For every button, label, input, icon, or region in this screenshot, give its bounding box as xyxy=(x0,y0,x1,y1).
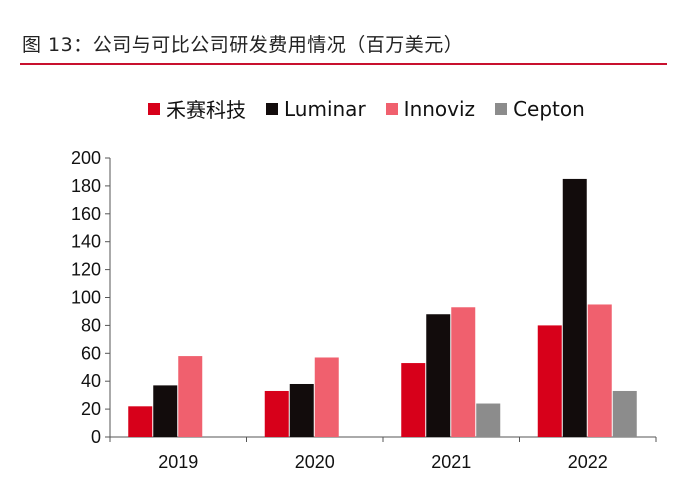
chart-title: 图 13：公司与可比公司研发费用情况（百万美元） xyxy=(22,34,464,56)
y-tick-label: 120 xyxy=(71,260,101,280)
y-tick-label: 180 xyxy=(71,176,101,196)
y-tick-label: 160 xyxy=(71,204,101,224)
title-divider xyxy=(20,63,667,65)
y-tick-label: 40 xyxy=(81,371,101,391)
legend-swatch-innoviz xyxy=(385,102,398,115)
legend-item-innoviz: Innoviz xyxy=(385,96,476,121)
legend-label-luminar: Luminar xyxy=(284,96,366,121)
y-tick-label: 80 xyxy=(81,315,101,335)
bar-Luminar-2021 xyxy=(426,314,451,437)
x-tick-label: 2019 xyxy=(158,452,198,472)
legend-label-cepton: Cepton xyxy=(513,96,585,121)
bar-Innoviz-2021 xyxy=(451,307,476,437)
bar-Luminar-2020 xyxy=(289,383,314,437)
legend: 禾赛科技 Luminar Innoviz Cepton xyxy=(148,94,605,123)
bar-Cepton-2021 xyxy=(476,403,501,437)
legend-label-hesai: 禾赛科技 xyxy=(166,98,246,122)
legend-item-cepton: Cepton xyxy=(495,97,585,121)
y-tick-label: 100 xyxy=(71,288,101,308)
x-tick-label: 2020 xyxy=(295,452,335,472)
legend-item-hesai: 禾赛科技 xyxy=(148,94,246,123)
x-tick-label: 2021 xyxy=(431,452,471,472)
legend-item-luminar: Luminar xyxy=(266,97,366,121)
bar-Luminar-2022 xyxy=(562,178,587,438)
x-tick-label: 2022 xyxy=(568,452,608,472)
bar-Luminar-2019 xyxy=(153,385,178,437)
legend-label-innoviz: Innoviz xyxy=(403,96,476,121)
bar-禾赛科技-2019 xyxy=(128,406,153,437)
bar-Cepton-2022 xyxy=(612,390,637,437)
y-tick-label: 60 xyxy=(81,343,101,363)
y-tick-label: 140 xyxy=(71,232,101,252)
legend-swatch-cepton xyxy=(495,102,508,115)
legend-swatch-luminar xyxy=(266,102,278,115)
y-tick-label: 200 xyxy=(71,148,101,168)
y-tick-label: 0 xyxy=(91,427,101,447)
bar-Innoviz-2020 xyxy=(314,357,339,437)
y-tick-label: 20 xyxy=(81,399,101,419)
bar-Innoviz-2022 xyxy=(587,304,612,437)
bar-禾赛科技-2020 xyxy=(264,390,289,437)
bar-禾赛科技-2021 xyxy=(401,363,426,437)
bar-禾赛科技-2022 xyxy=(537,325,562,437)
legend-swatch-hesai xyxy=(148,102,160,115)
bar-Innoviz-2019 xyxy=(178,356,203,437)
